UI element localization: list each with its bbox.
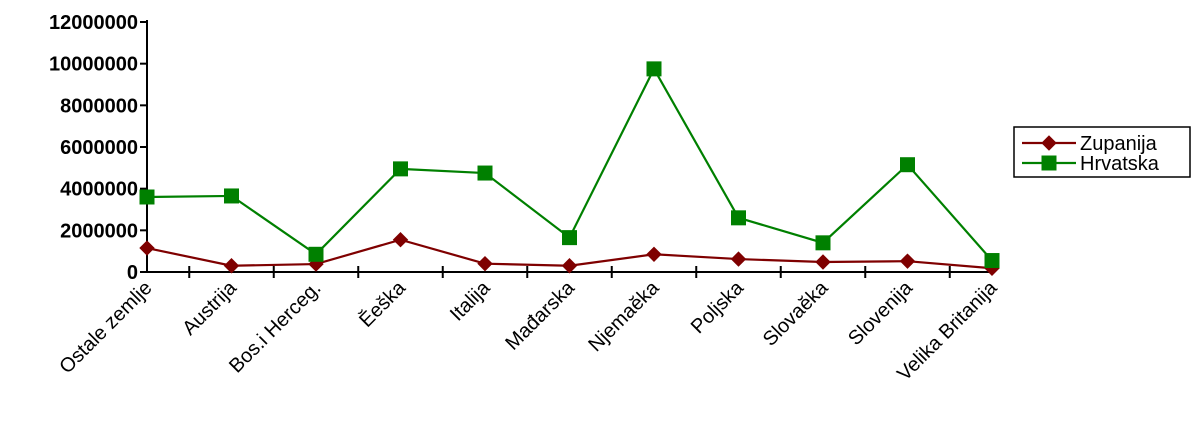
data-point-hrvatska — [984, 253, 1000, 269]
data-point-hrvatska — [477, 165, 493, 181]
series-zupanija — [139, 232, 1000, 276]
legend-label-zupanija: Zupanija — [1080, 133, 1158, 155]
data-point-zupanija — [223, 258, 240, 274]
data-point-hrvatska — [646, 61, 662, 77]
x-tick-label: Austrija — [178, 276, 241, 339]
y-tick-label: 2000000 — [60, 220, 138, 242]
data-point-hrvatska — [393, 161, 408, 177]
y-axis-ticks: 0 2000000 4000000 6000000 8000000 10000000 120… — [49, 12, 147, 284]
x-tick-label: Italija — [446, 276, 495, 325]
y-tick-label: 4000000 — [60, 179, 138, 201]
data-point-hrvatska — [224, 188, 239, 204]
legend-label-hrvatska: Hrvatska — [1080, 153, 1160, 175]
x-tick-label: Ĕeška — [354, 276, 410, 332]
data-point-hrvatska — [562, 230, 577, 246]
data-point-hrvatska — [308, 246, 324, 262]
x-tick-label: Slovenija — [844, 276, 918, 350]
data-point-zupanija — [477, 255, 493, 272]
x-tick-label: Poljska — [687, 276, 749, 338]
y-tick-label: 10000000 — [49, 54, 138, 76]
data-point-zupanija — [730, 251, 747, 267]
x-tick-label: Slovaĕka — [759, 276, 833, 350]
y-tick-label: 6000000 — [60, 137, 138, 159]
y-tick-label: 12000000 — [49, 12, 138, 34]
data-point-hrvatska — [139, 189, 155, 205]
x-tick-label: Mađarska — [501, 276, 579, 354]
y-tick-label: 0 — [127, 262, 138, 284]
data-point-zupanija — [561, 258, 578, 274]
y-tick-label: 8000000 — [60, 95, 138, 117]
data-point-zupanija — [392, 232, 409, 248]
data-point-zupanija — [899, 253, 916, 269]
data-point-zupanija — [815, 254, 831, 270]
data-point-hrvatska — [731, 210, 746, 226]
data-point-hrvatska — [815, 235, 831, 251]
x-tick-label: Njemaĕka — [584, 276, 664, 356]
x-tick-label: Ostale zemlje — [55, 277, 156, 378]
data-point-zupanija — [139, 240, 155, 256]
data-point-hrvatska — [900, 157, 915, 173]
chart-series — [139, 61, 1000, 276]
series-hrvatska — [139, 61, 1000, 269]
legend-marker-zupanija — [1041, 135, 1057, 151]
data-point-zupanija — [646, 246, 662, 262]
legend-marker-hrvatska — [1041, 155, 1057, 171]
